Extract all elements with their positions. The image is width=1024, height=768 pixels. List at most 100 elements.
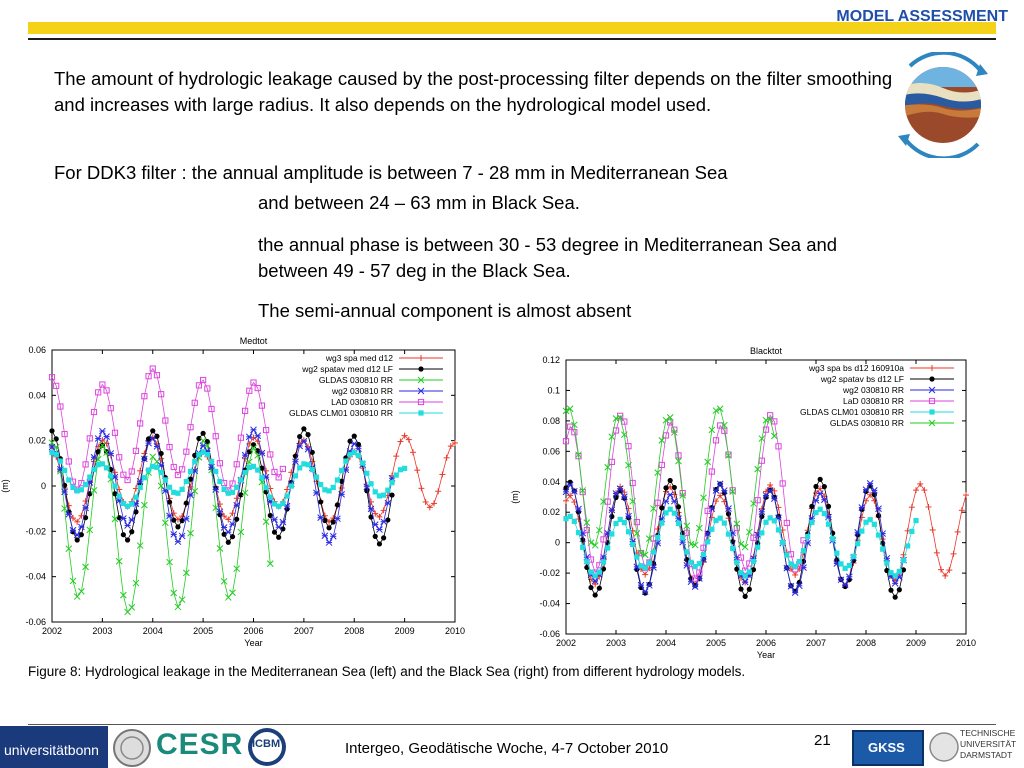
icbm-logo-icon: [248, 728, 286, 766]
annual-phase-paragraph: the annual phase is between 30 - 53 degr…: [258, 234, 838, 281]
gkss-logo: [852, 730, 924, 766]
legend-marker: [418, 355, 424, 361]
chart-title: Blacktot: [750, 346, 783, 356]
legend-marker: [418, 410, 424, 416]
x-tick-label: 2005: [193, 626, 213, 636]
footer-conference-text: Intergeo, Geodätische Woche, 4-7 October…: [345, 740, 669, 757]
legend-entry: wg3 spa med d12: [325, 353, 393, 363]
legend-marker: [417, 376, 425, 384]
hydrology-cycle-logo-icon: [898, 52, 988, 158]
legend-entry: GLDAS CLM01 030810 RR: [289, 408, 393, 418]
university-seal-icon: [113, 729, 151, 767]
x-tick-label: 2003: [606, 638, 626, 648]
semi-annual-paragraph: The semi-annual component is almost abse…: [258, 300, 632, 321]
series-line: [51, 451, 405, 507]
legend-entry: GLDAS 030810 RR: [319, 375, 393, 385]
ddk3-amplitude-black-sea-line: and between 24 – 63 mm in Black Sea.: [258, 192, 580, 213]
x-axis-label: Year: [244, 638, 262, 648]
y-tick-label: 0.04: [28, 390, 46, 400]
legend-entry: LaD 030810 RR: [843, 396, 904, 406]
page-number: 21: [814, 732, 831, 749]
x-tick-label: 2006: [243, 626, 263, 636]
legend-marker: [928, 397, 936, 405]
x-tick-label: 2010: [956, 638, 976, 648]
header-divider: [28, 38, 996, 40]
series-markers: [563, 506, 919, 579]
series-markers: [48, 365, 286, 494]
x-tick-label: 2010: [445, 626, 465, 636]
legend-marker: [929, 365, 935, 371]
footer-divider: [28, 724, 996, 725]
x-axis-label: Year: [757, 650, 775, 660]
chart-title: Medtot: [240, 336, 268, 346]
legend-entry: wg2 spatav med d12 LF: [301, 364, 393, 374]
y-tick-label: 0: [555, 538, 560, 548]
series-markers: [562, 480, 907, 596]
legend-marker: [417, 398, 425, 406]
tu-darmstadt-logo-text: TECHNISCHE UNIVERSITÄT DARMSTADT: [960, 728, 1016, 761]
legend-entry: wg2 spatav bs d12 LF: [820, 374, 904, 384]
legend-marker: [929, 376, 935, 382]
series-line: [51, 429, 393, 544]
legend-marker: [928, 386, 936, 394]
x-tick-label: 2007: [294, 626, 314, 636]
legend-marker: [929, 409, 935, 415]
medtot-chart: Medtot 2002 2003 2004 2005 2006 2007 2008 2009 20…: [0, 336, 465, 648]
x-tick-label: 2004: [656, 638, 676, 648]
series-line: [51, 428, 393, 545]
x-tick-label: 2009: [395, 626, 415, 636]
y-axis-label: (m): [510, 490, 520, 504]
y-tick-label: 0.06: [542, 446, 560, 456]
legend-entry: wg3 spa bs d12 160910a: [808, 363, 904, 373]
y-tick-label: -0.06: [539, 629, 560, 639]
y-tick-label: 0.1: [547, 385, 560, 395]
legend-marker: [417, 387, 425, 395]
gkss-logo-text: GKSS: [868, 740, 905, 755]
x-tick-label: 2008: [344, 626, 364, 636]
cesr-logo: CESR: [156, 728, 244, 761]
x-tick-label: 2007: [806, 638, 826, 648]
university-bonn-logo: [0, 726, 108, 768]
y-tick-label: 0.08: [542, 416, 560, 426]
icbm-logo-text: ICBM: [252, 738, 281, 750]
y-tick-label: -0.02: [25, 526, 46, 536]
figure-caption: Figure 8: Hydrological leakage in the Me…: [28, 664, 746, 679]
y-tick-label: 0.12: [542, 355, 560, 365]
x-tick-label: 2004: [143, 626, 163, 636]
tu-darmstadt-seal-icon: [929, 732, 959, 762]
x-tick-label: 2003: [92, 626, 112, 636]
series-markers: [49, 449, 408, 509]
x-tick-label: 2005: [706, 638, 726, 648]
leakage-description-paragraph: The amount of hydrologic leakage caused …: [54, 68, 893, 115]
series-line: [51, 367, 284, 492]
legend-entry: wg2 030810 RR: [331, 386, 393, 396]
tu-line-3: DARMSTADT: [960, 750, 1013, 760]
y-tick-label: -0.04: [25, 572, 46, 582]
legend-marker: [418, 366, 424, 372]
tu-line-1: TECHNISCHE: [960, 728, 1016, 738]
y-tick-label: -0.06: [25, 617, 46, 627]
y-axis-label: (m): [0, 479, 10, 493]
x-tick-label: 2002: [42, 626, 62, 636]
legend-entry: wg2 030810 RR: [842, 385, 904, 395]
y-tick-label: 0.06: [28, 345, 46, 355]
university-bonn-logo-text: universitätbonn: [4, 742, 99, 758]
slide-section-title: MODEL ASSESSMENT: [836, 8, 1008, 25]
x-tick-label: 2008: [856, 638, 876, 648]
legend-entry: GLDAS CLM01 030810 RR: [800, 407, 904, 417]
series-line: [565, 482, 904, 594]
tu-line-2: UNIVERSITÄT: [960, 739, 1017, 749]
y-tick-label: 0.04: [542, 477, 560, 487]
x-tick-label: 2002: [556, 638, 576, 648]
series-markers: [49, 426, 395, 547]
ddk3-amplitude-line: For DDK3 filter : the annual amplitude i…: [54, 162, 728, 183]
series-markers: [562, 405, 778, 559]
legend-entry: GLDAS 030810 RR: [830, 418, 904, 428]
x-tick-label: 2009: [906, 638, 926, 648]
y-tick-label: 0.02: [542, 507, 560, 517]
y-tick-label: -0.02: [539, 568, 560, 578]
blacktot-chart: Blacktot 2002 2003 2004 2005 2006 2007 2008 2009…: [510, 346, 976, 660]
legend-entry: LAD 030810 RR: [331, 397, 393, 407]
x-tick-label: 2006: [756, 638, 776, 648]
y-tick-label: -0.04: [539, 599, 560, 609]
